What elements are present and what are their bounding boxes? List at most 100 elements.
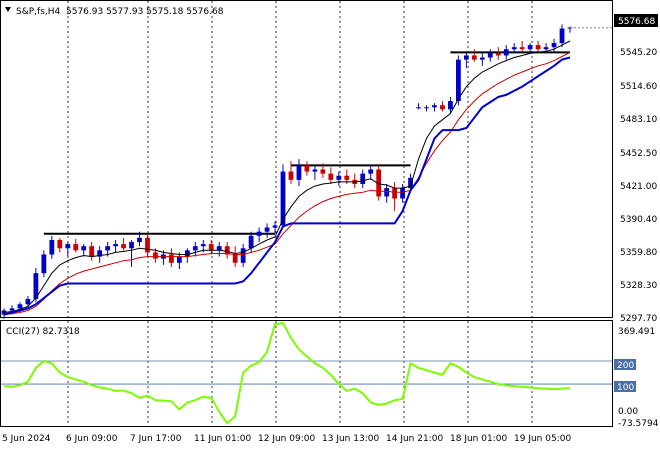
time-label: 12 Jun 09:00 — [258, 434, 315, 444]
candle-body — [312, 169, 318, 172]
candle-body — [121, 244, 126, 249]
candle-body — [1, 310, 7, 315]
time-label: 6 Jun 09:00 — [66, 434, 118, 444]
cci-line — [3, 321, 571, 425]
candle-body — [145, 237, 150, 253]
chart-symbol: S&P,fs,H4 — [16, 7, 61, 17]
candle-body — [376, 169, 382, 197]
candle-body — [97, 250, 103, 257]
candle-body — [479, 57, 485, 60]
candle-body — [551, 43, 557, 48]
cci-label: CCI(27) 82.7318 — [6, 327, 80, 337]
candle-body — [113, 244, 118, 247]
candle-body — [288, 171, 294, 180]
candle-body — [432, 105, 437, 108]
candle-body — [129, 242, 134, 249]
time-label: 18 Jun 01:00 — [450, 434, 507, 444]
candle-body — [73, 244, 79, 251]
candle-body — [33, 273, 39, 300]
cci-panel[interactable] — [0, 320, 613, 427]
cci-level-100: 100 — [617, 383, 634, 393]
candle-body — [192, 246, 198, 251]
price-label: 5483.10 — [620, 115, 657, 125]
candle-body — [184, 250, 190, 257]
cci-level-200: 200 — [617, 361, 634, 371]
price-label: 5452.50 — [620, 149, 657, 159]
cci-level-100-tag — [614, 381, 636, 392]
cci-level-200-tag — [614, 359, 636, 370]
candle-body — [232, 254, 238, 263]
candle-body — [463, 55, 469, 60]
time-label: 14 Jun 21:00 — [386, 434, 443, 444]
cci-axis-label: -73.5794 — [618, 419, 659, 429]
resistance-lines — [43, 51, 570, 235]
price-label: 5421.00 — [620, 182, 657, 192]
ema-slow-line — [3, 51, 571, 316]
candle-body — [304, 165, 310, 172]
candle-body — [65, 244, 71, 249]
candle-body — [176, 256, 182, 263]
candle-body — [416, 107, 421, 109]
time-label: 19 Jun 05:00 — [514, 434, 571, 444]
candle-body — [535, 45, 541, 50]
candle-body — [527, 45, 533, 50]
candle-body — [81, 246, 87, 251]
candle-body — [336, 175, 342, 180]
candle-body — [41, 254, 47, 274]
candle-body — [296, 165, 302, 180]
candle-body — [543, 47, 549, 50]
candle-body — [328, 173, 334, 180]
current-price-tag — [614, 14, 658, 27]
candle-body — [448, 101, 453, 110]
candle-body — [105, 246, 111, 251]
candle-body — [400, 188, 405, 199]
price-label: 5514.60 — [620, 82, 657, 92]
candle-body — [368, 169, 374, 174]
candle-body — [25, 299, 31, 305]
candle-body — [408, 177, 413, 189]
candle-body — [256, 231, 262, 236]
time-label: 7 Jun 17:00 — [130, 434, 182, 444]
chart-ohlc: 5576.93 5577.93 5575.18 5576.68 — [66, 7, 224, 17]
cci-axis-label: 369.491 — [618, 327, 655, 337]
candle-body — [264, 227, 270, 232]
indicator-lines — [3, 27, 612, 316]
cci-series-line — [3, 321, 571, 425]
candle-body — [559, 28, 565, 44]
candle-body — [208, 244, 214, 251]
cci-levels — [1, 360, 612, 385]
candle-body — [240, 248, 246, 263]
candle-body — [9, 308, 15, 311]
candle-body — [519, 47, 525, 50]
candle-body — [200, 244, 206, 247]
candle-body — [424, 107, 429, 109]
candle-body — [137, 237, 142, 243]
candle-body — [17, 304, 23, 309]
cci-axis-label: 0.00 — [618, 407, 638, 417]
vertical-gridlines — [67, 1, 533, 426]
time-axis: 5 Jun 2024 6 Jun 09:00 7 Jun 17:00 11 Ju… — [2, 434, 571, 444]
candle-body — [503, 49, 509, 56]
candle-body — [440, 105, 445, 110]
candle-body — [392, 188, 398, 199]
candle-body — [456, 59, 461, 102]
candle-body — [487, 53, 493, 58]
candle-body — [360, 173, 366, 185]
candle-body — [272, 225, 278, 228]
time-label: 11 Jun 01:00 — [194, 434, 251, 444]
candle-body — [344, 175, 350, 180]
candle-body — [49, 239, 55, 255]
price-label: 5545.20 — [620, 48, 657, 58]
candle-body — [495, 53, 501, 56]
current-price-label: 5576.68 — [618, 17, 655, 27]
candle-body — [280, 171, 286, 226]
candle-body — [248, 235, 254, 249]
candle-body — [169, 254, 174, 263]
collapse-triangle-icon[interactable] — [5, 7, 11, 12]
price-axis: 5545.20 5514.60 5483.10 5452.50 5421.00 … — [620, 48, 657, 324]
price-label: 5297.70 — [620, 314, 657, 324]
price-label: 5390.40 — [620, 215, 657, 225]
price-label: 5328.30 — [620, 281, 657, 291]
